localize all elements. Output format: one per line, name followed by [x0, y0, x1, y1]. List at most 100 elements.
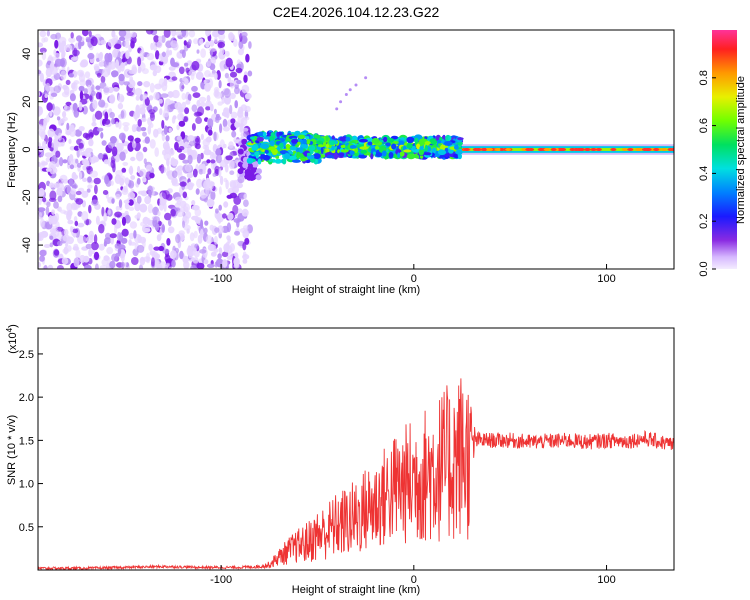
noise-point [110, 236, 114, 245]
noise-point [161, 131, 166, 142]
noise-point [136, 244, 145, 253]
noise-point [117, 231, 121, 242]
noise-point [195, 116, 203, 124]
noise-point [178, 66, 185, 75]
noise-point [225, 155, 233, 161]
noise-point [242, 251, 247, 257]
noise-point [213, 131, 217, 142]
noise-point [176, 135, 183, 141]
signal-point [437, 149, 447, 156]
noise-point [208, 129, 213, 136]
noise-point [122, 185, 128, 193]
noise-point [38, 198, 42, 205]
noise-point [90, 241, 99, 251]
noise-point [167, 91, 174, 98]
noise-point [164, 212, 172, 221]
signal-point [297, 141, 301, 145]
noise-point [174, 141, 179, 151]
spectrogram-panel: -100 0 100 -40 -20 0 20 40 Height of straight l… [6, 29, 675, 296]
noise-point [129, 241, 137, 246]
noise-point [92, 156, 100, 163]
noise-point [162, 248, 170, 254]
noise-point [72, 102, 78, 112]
noise-point [229, 181, 237, 190]
signal-point [432, 147, 437, 154]
noise-point [89, 95, 93, 101]
signal-point [256, 136, 264, 142]
noise-point [181, 49, 186, 58]
noise-point [74, 129, 83, 137]
noise-point [82, 177, 88, 182]
noise-point [183, 203, 191, 213]
noise-point [189, 232, 195, 242]
signal-point [274, 158, 282, 164]
noise-point [199, 101, 206, 108]
snr-frame [37, 327, 675, 571]
noise-point [100, 75, 106, 84]
signal-point [340, 144, 346, 149]
noise-point [104, 52, 110, 63]
noise-point [208, 73, 216, 78]
noise-point [237, 175, 245, 184]
noise-point [131, 140, 137, 149]
noise-point [187, 145, 192, 154]
noise-point [79, 71, 84, 78]
noise-point [98, 243, 105, 251]
noise-point [41, 161, 48, 166]
noise-point [140, 127, 147, 132]
y-tick-label: -20 [21, 189, 33, 205]
signal-point [392, 140, 399, 145]
noise-point [40, 230, 49, 238]
noise-point [75, 198, 84, 205]
noise-point [192, 168, 198, 178]
noise-point [206, 198, 215, 208]
transition-point [247, 163, 253, 170]
noise-point [227, 77, 231, 83]
noise-point [109, 94, 116, 104]
noise-point [79, 254, 86, 264]
noise-point [186, 172, 194, 179]
noise-point [74, 220, 79, 227]
noise-point [121, 216, 127, 226]
noise-point [134, 201, 141, 212]
noise-point [65, 79, 71, 86]
noise-point [228, 32, 234, 40]
noise-point [210, 159, 216, 164]
noise-point [234, 121, 239, 129]
noise-point [63, 184, 71, 194]
noise-point [204, 144, 210, 152]
noise-point [63, 229, 69, 236]
noise-point [245, 53, 250, 63]
noise-point [76, 35, 83, 42]
noise-point [125, 33, 133, 38]
x-tick-label: -100 [210, 574, 232, 586]
noise-point [116, 142, 124, 152]
signal-point [375, 152, 383, 158]
noise-point [247, 70, 253, 77]
x-tick-label: 0 [411, 574, 417, 586]
transition-point [242, 162, 249, 169]
noise-point [163, 30, 171, 38]
noise-point [125, 50, 130, 60]
noise-point [54, 52, 61, 59]
noise-point [95, 215, 100, 225]
noise-point [222, 126, 230, 132]
noise-point [49, 242, 54, 248]
noise-point [136, 125, 142, 132]
noise-point [165, 135, 170, 142]
noise-point [69, 127, 76, 137]
noise-point [145, 164, 153, 172]
noise-point [69, 178, 74, 187]
noise-point [136, 177, 141, 185]
noise-point [196, 49, 200, 54]
noise-point [223, 88, 231, 99]
noise-point [187, 154, 193, 165]
noise-point [142, 146, 148, 153]
signal-point [373, 151, 376, 155]
noise-point [85, 79, 92, 88]
noise-point [130, 31, 137, 38]
noise-point [188, 39, 192, 45]
noise-point [209, 103, 214, 112]
noise-point [242, 242, 247, 251]
stray-point [335, 107, 339, 111]
